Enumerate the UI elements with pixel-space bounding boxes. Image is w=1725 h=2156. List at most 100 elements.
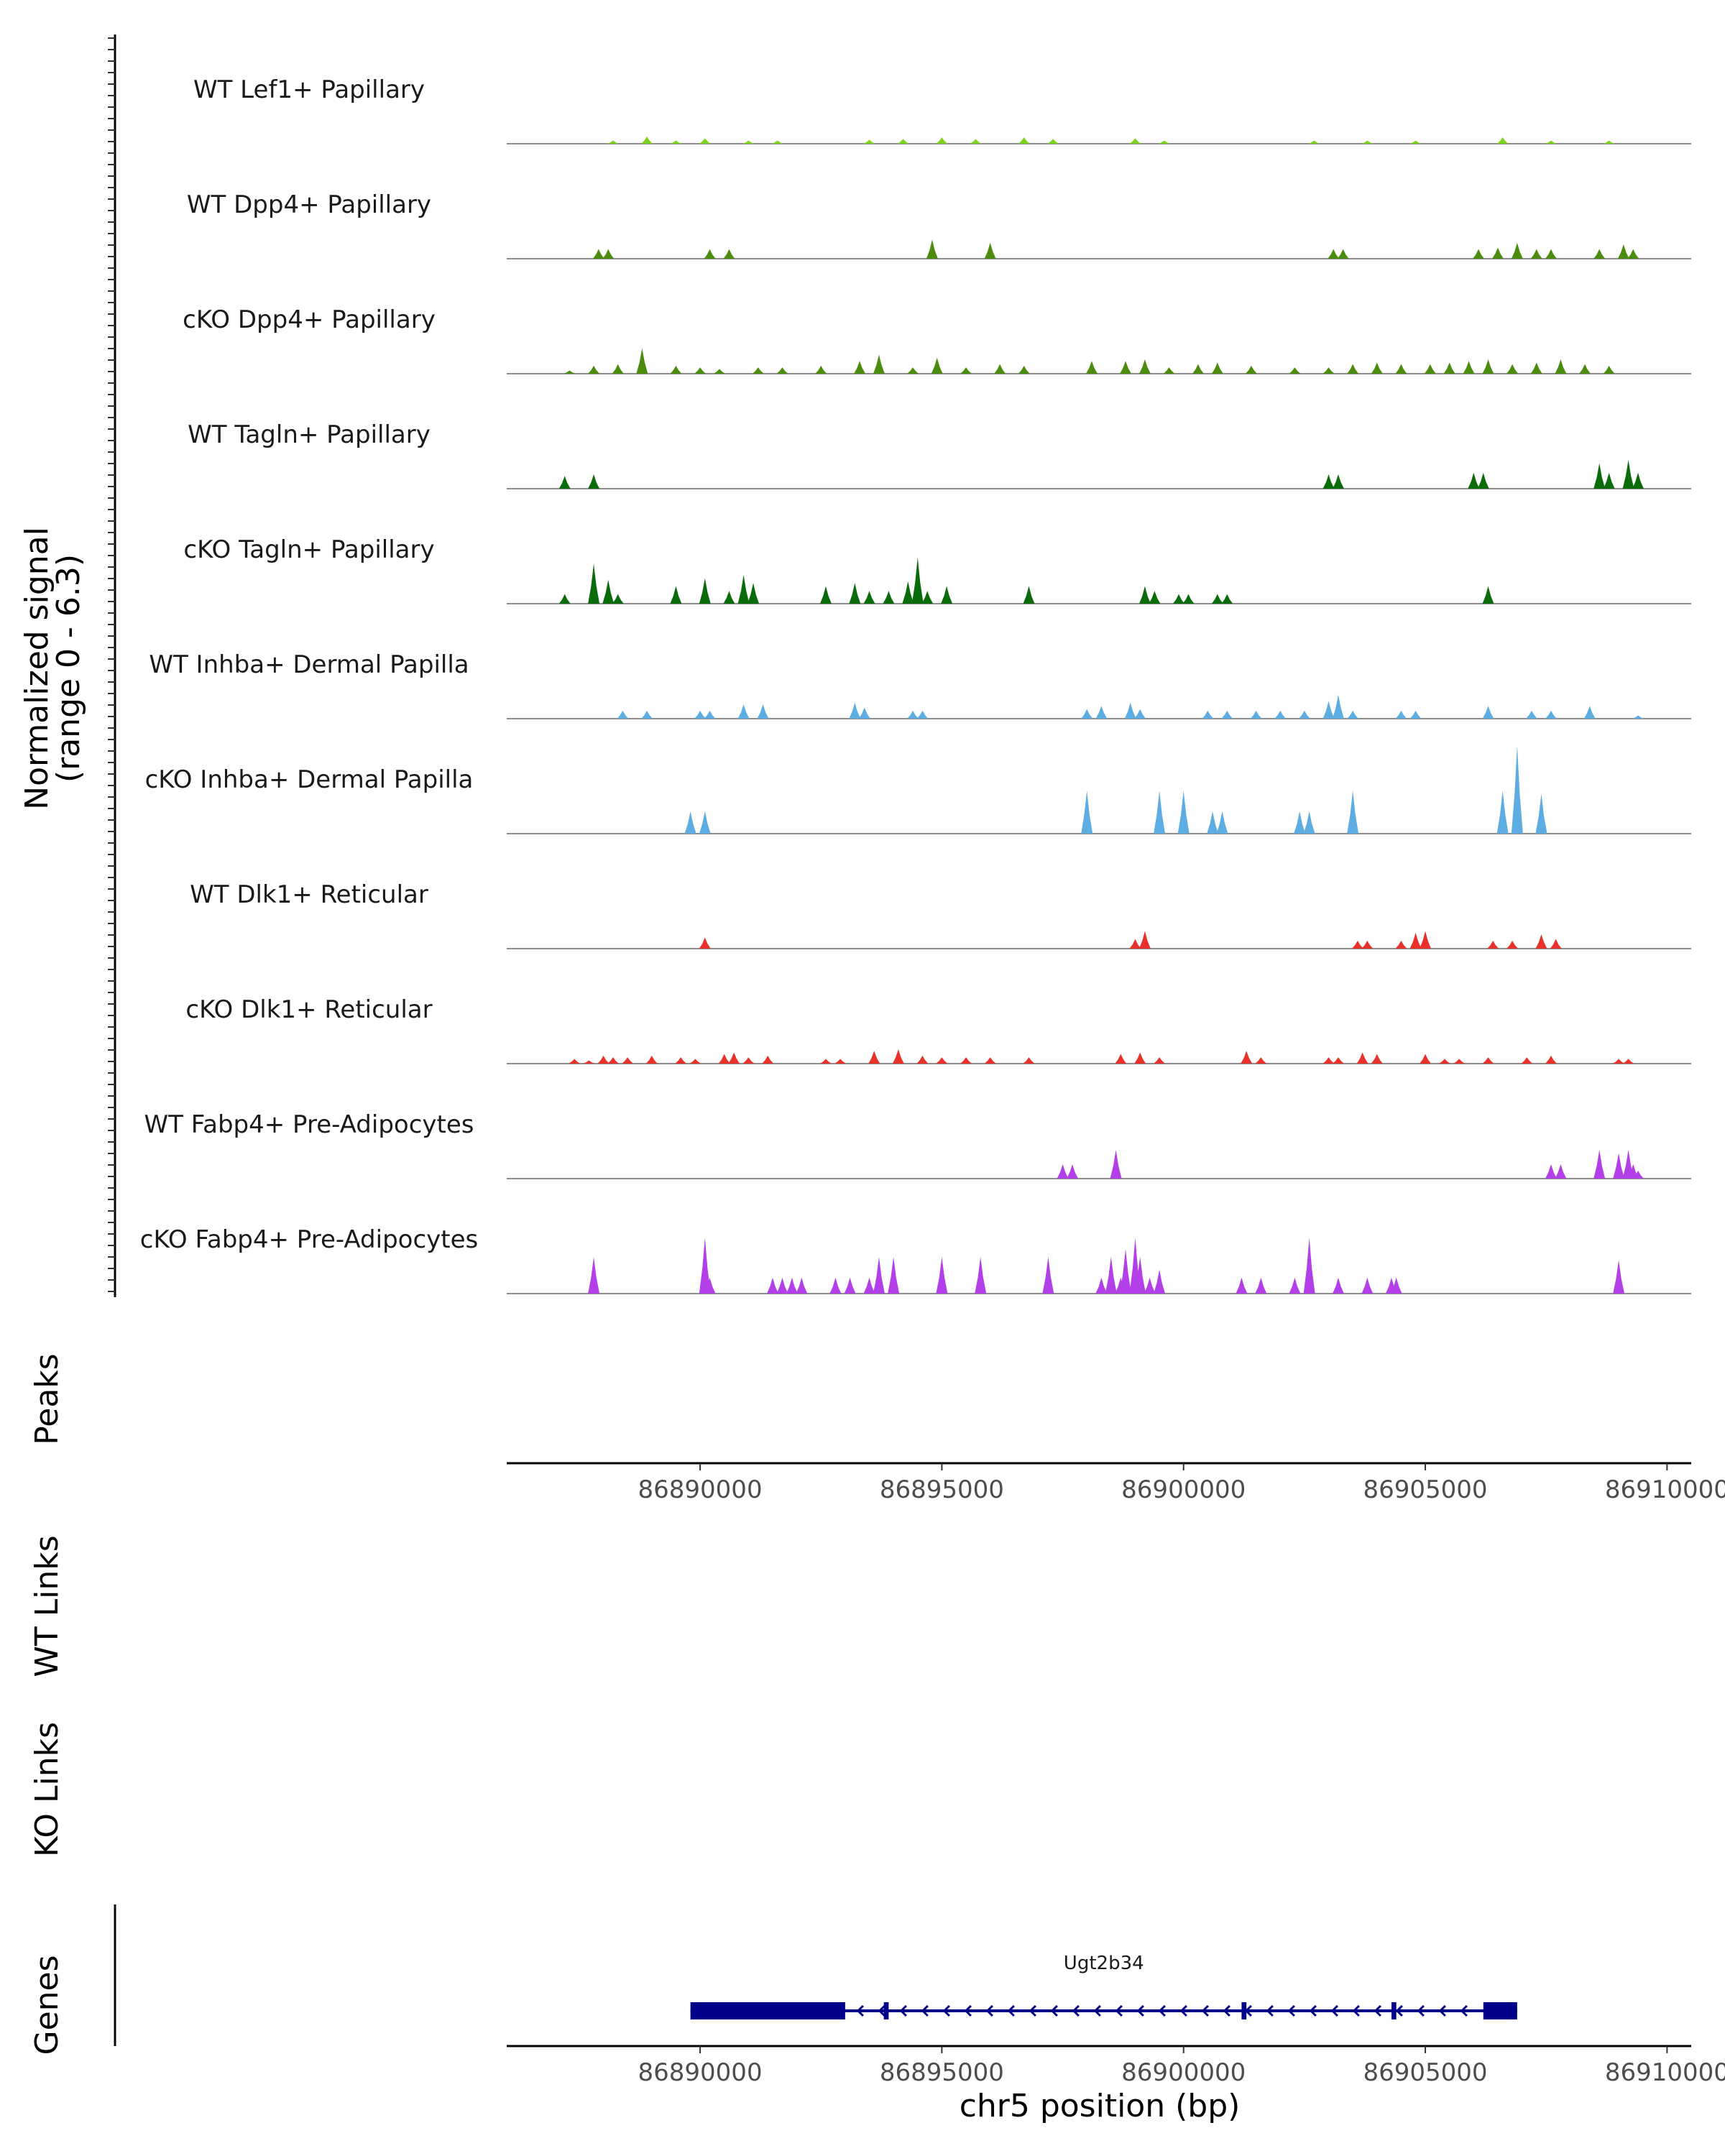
gene-strand-arrow xyxy=(878,2004,886,2017)
coverage-peak xyxy=(588,563,600,604)
coverage-peak xyxy=(1332,694,1344,719)
coverage-track: cKO Dpp4+ Papillary xyxy=(183,305,1691,374)
x-axis-tick-label: 86905000 xyxy=(1363,1475,1488,1504)
coverage-peak xyxy=(1526,710,1538,719)
coverage-peak xyxy=(926,239,938,259)
coverage-peak xyxy=(699,578,711,604)
coverage-peak xyxy=(863,1277,875,1294)
coverage-peak xyxy=(597,1055,610,1064)
coverage-peak xyxy=(699,138,711,144)
coverage-peak xyxy=(1245,365,1257,374)
coverage-peak xyxy=(1545,140,1557,144)
coverage-peak xyxy=(883,591,895,604)
coverage-peak xyxy=(1409,140,1422,144)
gene-strand-arrow xyxy=(921,2004,929,2017)
coverage-peak xyxy=(737,704,750,719)
coverage-peak xyxy=(936,1256,948,1294)
coverage-peak xyxy=(1593,1150,1606,1179)
coverage-peak xyxy=(1085,361,1098,374)
coverage-peak xyxy=(1018,365,1030,374)
coverage-peak xyxy=(1129,138,1141,144)
coverage-peak xyxy=(1555,1164,1567,1179)
gene-strand-arrow xyxy=(1309,2004,1317,2017)
coverage-peak xyxy=(849,702,861,719)
coverage-peak xyxy=(916,710,929,719)
coverage-peak xyxy=(1545,1055,1557,1064)
coverage-peak xyxy=(854,361,866,374)
coverage-peak xyxy=(1294,811,1306,834)
x-axis-title: chr5 position (bp) xyxy=(960,2088,1241,2124)
coverage-peak xyxy=(704,1277,716,1294)
coverage-peak xyxy=(1545,249,1557,259)
coverage-peak xyxy=(970,139,982,144)
coverage-peak xyxy=(844,1277,856,1294)
coverage-peak xyxy=(689,1059,702,1064)
coverage-track: WT Tagln+ Papillary xyxy=(188,420,1691,489)
coverage-peak xyxy=(564,370,576,374)
coverage-peak xyxy=(960,367,972,374)
coverage-peak xyxy=(1138,359,1151,374)
coverage-peak xyxy=(984,242,996,259)
coverage-peak xyxy=(1496,137,1509,144)
coverage-track: WT Inhba+ Dermal Papilla xyxy=(149,650,1691,719)
coverage-peak xyxy=(1134,1256,1146,1294)
coverage-peak xyxy=(1622,1059,1634,1064)
track-label: WT Dlk1+ Reticular xyxy=(190,880,428,909)
coverage-peak xyxy=(1154,1269,1166,1294)
coverage-peak xyxy=(617,710,629,719)
coverage-peak xyxy=(1095,706,1108,719)
coverage-peak xyxy=(1473,249,1485,259)
gene-strand-arrow xyxy=(1050,2004,1058,2017)
coverage-peak xyxy=(941,586,953,604)
coverage-peak xyxy=(737,575,750,604)
coverage-peak xyxy=(684,811,696,834)
coverage-peak xyxy=(771,140,783,144)
coverage-peak xyxy=(1337,249,1349,259)
coverage-peak xyxy=(723,249,735,259)
coverage-peak xyxy=(1351,940,1363,949)
coverage-tracks: WT Lef1+ Papillary WT Dpp4+ Papillary cKO … xyxy=(140,75,1691,1294)
peaks-x-axis: 86890000 86895000 86900000 86905000 86910000 xyxy=(507,1462,1725,1504)
x-axis-tick-label: 86905000 xyxy=(1363,2058,1488,2087)
coverage-peak xyxy=(1119,361,1131,374)
gene-strand-arrow xyxy=(1072,2004,1080,2017)
coverage-peak xyxy=(592,249,604,259)
coverage-peak xyxy=(1255,1277,1267,1294)
gene-name-label: Ugt2b34 xyxy=(1064,1953,1144,1974)
coverage-peak xyxy=(583,1060,595,1064)
coverage-peak xyxy=(588,1256,600,1294)
coverage-peak xyxy=(1395,940,1407,949)
coverage-track: cKO Dlk1+ Reticular xyxy=(185,995,1691,1064)
coverage-peak xyxy=(1119,1248,1131,1294)
track-label: cKO Dpp4+ Papillary xyxy=(183,305,436,334)
coverage-peak xyxy=(1632,715,1644,719)
x-axis-tick-label: 86895000 xyxy=(880,2058,1004,2087)
coverage-peak xyxy=(1603,472,1615,489)
coverage-peak xyxy=(1124,702,1136,719)
coverage-peak xyxy=(1530,362,1542,374)
coverage-peak xyxy=(1487,940,1499,949)
coverage-peak xyxy=(699,811,711,834)
coverage-peak xyxy=(873,354,885,374)
coverage-peak xyxy=(1482,706,1494,719)
genes-panel-label: Genes xyxy=(29,1955,65,2055)
coverage-peak xyxy=(1250,710,1262,719)
coverage-peak xyxy=(1332,1277,1344,1294)
coverage-peak xyxy=(911,557,924,604)
y-axis-title-line-1: Normalized signal xyxy=(19,527,55,810)
coverage-peak xyxy=(723,591,735,604)
coverage-peak xyxy=(1632,472,1644,489)
x-axis-tick-label: 86890000 xyxy=(638,1475,763,1504)
coverage-peak xyxy=(1255,1057,1267,1064)
coverage-track: cKO Inhba+ Dermal Papilla xyxy=(145,745,1691,834)
coverage-peak xyxy=(888,1256,900,1294)
coverage-peak xyxy=(1603,365,1615,374)
coverage-peak xyxy=(757,704,769,719)
gene-strand-arrow xyxy=(1374,2004,1381,2017)
gene-model xyxy=(690,2002,1517,2019)
track-label: WT Inhba+ Dermal Papilla xyxy=(149,650,469,679)
coverage-peak xyxy=(1593,463,1606,489)
coverage-peak xyxy=(907,710,919,719)
coverage-peak xyxy=(1438,1059,1450,1064)
